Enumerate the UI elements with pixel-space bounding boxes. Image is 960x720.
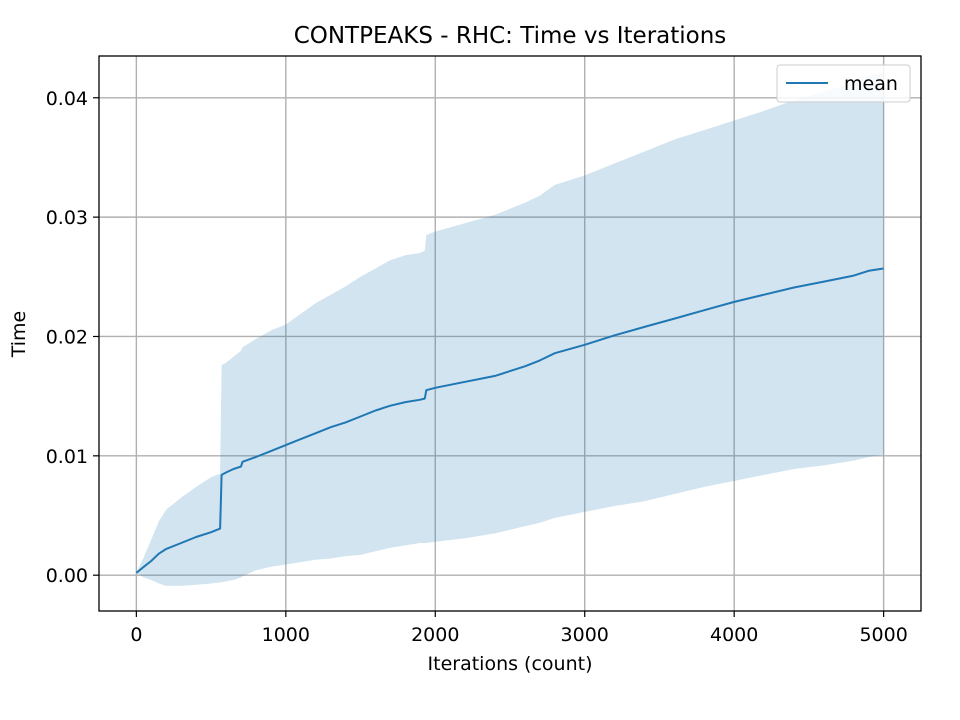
y-tick-label: 0.00: [46, 565, 88, 587]
x-tick-label: 3000: [561, 624, 609, 646]
x-tick-label: 5000: [859, 624, 907, 646]
series-line-mean: [135, 267, 884, 574]
y-tick-label: 0.02: [46, 326, 88, 348]
chart-title: CONTPEAKS - RHC: Time vs Iterations: [294, 23, 727, 49]
legend: mean: [776, 64, 911, 103]
y-axis-label: Time: [8, 311, 30, 359]
confidence-band: [136, 71, 884, 586]
y-tick-label: 0.01: [46, 446, 88, 468]
y-axis-ticks: 0.00 0.01 0.02 0.03 0.04: [46, 88, 99, 587]
x-axis-ticks: 0 1000 2000 3000 4000 5000: [130, 611, 908, 646]
series-band: [136, 71, 884, 586]
x-tick-label: 1000: [262, 624, 310, 646]
y-tick-label: 0.04: [46, 88, 88, 110]
x-axis-label: Iterations (count): [428, 653, 593, 675]
x-tick-label: 0: [130, 624, 142, 646]
x-tick-label: 4000: [710, 624, 758, 646]
legend-box: [776, 64, 911, 103]
x-tick-label: 2000: [411, 624, 459, 646]
plot-frame: [98, 55, 922, 612]
series-lines: [135, 267, 884, 574]
legend-label: mean: [844, 73, 898, 95]
y-tick-label: 0.03: [46, 207, 88, 229]
